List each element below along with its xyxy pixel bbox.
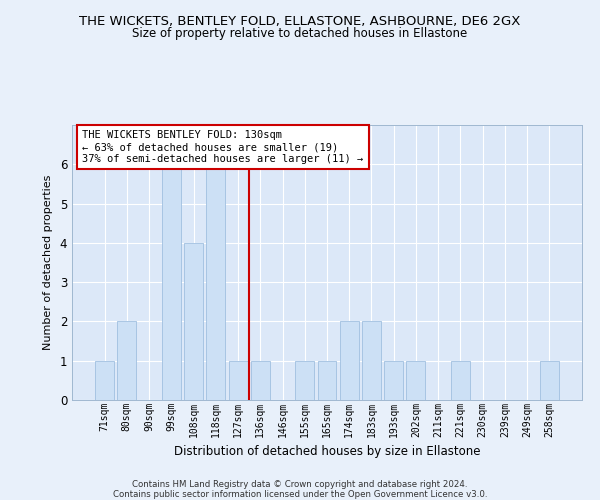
- Bar: [451, 360, 470, 400]
- Bar: [384, 360, 403, 400]
- Bar: [540, 360, 559, 400]
- Bar: [118, 322, 136, 400]
- Text: Contains HM Land Registry data © Crown copyright and database right 2024.: Contains HM Land Registry data © Crown c…: [132, 480, 468, 489]
- Bar: [184, 243, 203, 400]
- Bar: [406, 360, 425, 400]
- Y-axis label: Number of detached properties: Number of detached properties: [43, 175, 53, 350]
- Bar: [295, 360, 314, 400]
- Text: Size of property relative to detached houses in Ellastone: Size of property relative to detached ho…: [133, 28, 467, 40]
- Bar: [362, 322, 381, 400]
- Text: Contains public sector information licensed under the Open Government Licence v3: Contains public sector information licen…: [113, 490, 487, 499]
- Bar: [251, 360, 270, 400]
- Bar: [340, 322, 359, 400]
- Bar: [317, 360, 337, 400]
- Bar: [162, 164, 181, 400]
- Text: THE WICKETS, BENTLEY FOLD, ELLASTONE, ASHBOURNE, DE6 2GX: THE WICKETS, BENTLEY FOLD, ELLASTONE, AS…: [79, 15, 521, 28]
- Bar: [95, 360, 114, 400]
- Bar: [206, 164, 225, 400]
- X-axis label: Distribution of detached houses by size in Ellastone: Distribution of detached houses by size …: [174, 445, 480, 458]
- Bar: [229, 360, 248, 400]
- Text: THE WICKETS BENTLEY FOLD: 130sqm
← 63% of detached houses are smaller (19)
37% o: THE WICKETS BENTLEY FOLD: 130sqm ← 63% o…: [82, 130, 364, 164]
